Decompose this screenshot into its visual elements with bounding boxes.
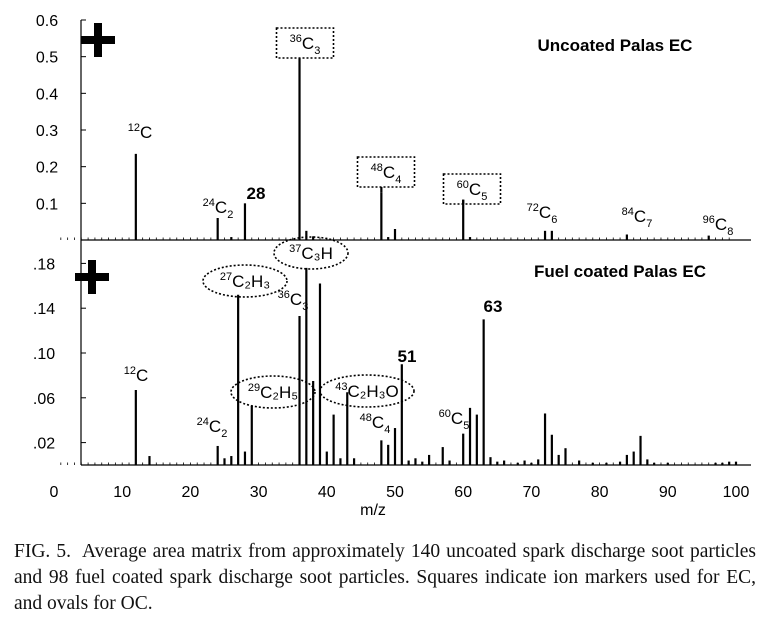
panel-label: Uncoated Palas EC xyxy=(538,36,693,55)
x-tick-label: 10 xyxy=(113,484,131,501)
x-tick-label: 70 xyxy=(523,484,541,501)
fuel-coated-panel: .02 .06 .10 .14 .18 Fuel coated Palas EC 12C 24… xyxy=(33,236,751,466)
ion-label: 48C4 xyxy=(360,412,391,436)
ion-label: 43C₂H₃O xyxy=(335,381,399,401)
ion-label: 60C5 xyxy=(457,179,488,203)
peak-label-0-7: 84C7 xyxy=(622,206,653,230)
ion-label: 48C4 xyxy=(371,162,402,186)
peak-label-1-8: 51 xyxy=(398,347,417,366)
x-tick-label: 0 xyxy=(50,484,59,501)
peak-label-1-9: 60C5 xyxy=(439,408,470,432)
peak-mass-label: 28 xyxy=(247,184,266,203)
y-tick-label: 0.4 xyxy=(36,86,58,103)
ion-label: 27C₂H₃ xyxy=(220,271,270,291)
peak-label-0-6: 72C6 xyxy=(527,202,558,226)
y-tick-label: 0.1 xyxy=(36,196,58,213)
y-tick-label: .02 xyxy=(33,436,55,453)
ion-label: 84C7 xyxy=(622,206,653,230)
y-tick-label: 0.2 xyxy=(36,160,58,177)
ion-label: 37C₃H xyxy=(289,243,333,263)
panel-label: Fuel coated Palas EC xyxy=(534,262,706,281)
x-tick-label: 100 xyxy=(723,484,750,501)
ion-label: 12C xyxy=(124,365,149,385)
peak-label-0-3: 36C3 xyxy=(275,27,335,59)
peak-label-1-0: 12C xyxy=(124,365,149,385)
ion-label: 96C8 xyxy=(703,214,734,238)
y-tick-label: .14 xyxy=(33,301,55,318)
peak-mass-label: 51 xyxy=(398,347,417,366)
ion-label: 24C2 xyxy=(203,197,234,221)
y-tick-label: .06 xyxy=(33,391,55,408)
oc-marker-oval xyxy=(273,236,349,270)
ec-marker-square xyxy=(356,156,416,188)
y-tick-label: 0.6 xyxy=(36,13,58,30)
mass-spectra-figure: 0.1 0.2 0.3 0.4 0.5 0.6 Uncoated Palas EC 12C 24… xyxy=(33,13,751,519)
peak-label-1-4: 36C3 xyxy=(278,289,309,313)
figure-caption: FIG. 5. Average area matrix from approxi… xyxy=(14,539,756,617)
ec-marker-square xyxy=(275,27,335,59)
peak-label-1-6: 43C₂H₃O xyxy=(319,374,415,408)
peak-label-0-1: 24C2 xyxy=(203,197,234,221)
x-tick-label: 60 xyxy=(454,484,472,501)
x-tick-label: 30 xyxy=(250,484,268,501)
oc-marker-oval xyxy=(319,374,415,408)
peak-mass-label: 63 xyxy=(484,297,503,316)
peak-label-1-10: 63 xyxy=(484,297,503,316)
y-tick-label: .10 xyxy=(33,346,55,363)
caption-label: FIG. 5. xyxy=(14,541,71,562)
ion-label: 36C3 xyxy=(278,289,309,313)
y-tick-label: .18 xyxy=(33,256,55,273)
oc-marker-oval xyxy=(230,375,316,409)
positive-polarity-icon xyxy=(81,23,115,57)
peak-label-0-2: 28 xyxy=(247,184,266,203)
positive-polarity-icon xyxy=(75,260,109,294)
ion-label: 36C3 xyxy=(290,33,321,57)
ion-label: 72C6 xyxy=(527,202,558,226)
peak-label-0-8: 96C8 xyxy=(703,214,734,238)
ion-label: 24C2 xyxy=(197,416,228,440)
peak-label-1-5: 37C₃H xyxy=(273,236,349,270)
caption-text: Average area matrix from approximately 1… xyxy=(14,541,756,614)
x-tick-label: 20 xyxy=(182,484,200,501)
x-tick-label: 40 xyxy=(318,484,336,501)
ion-label: 12C xyxy=(128,122,153,142)
x-tick-label: 80 xyxy=(591,484,609,501)
y-tick-label: 0.5 xyxy=(36,50,58,67)
peak-label-1-1: 24C2 xyxy=(197,416,228,440)
x-tick-label: 90 xyxy=(659,484,677,501)
ion-label: 29C₂H₅ xyxy=(248,382,298,402)
peak-label-1-3: 29C₂H₅ xyxy=(230,375,316,409)
peak-label-1-7: 48C4 xyxy=(360,412,391,436)
peak-label-0-0: 12C xyxy=(128,122,153,142)
uncoated-panel: 0.1 0.2 0.3 0.4 0.5 0.6 Uncoated Palas EC 12C 24… xyxy=(36,13,751,241)
x-axis: 0 10 20 30 40 50 60 70 80 90 100 m/z xyxy=(50,484,750,519)
x-axis-label: m/z xyxy=(360,502,386,519)
peak-label-1-2: 27C₂H₃ xyxy=(202,264,288,298)
ec-marker-square xyxy=(442,173,502,205)
peak-label-0-4: 48C4 xyxy=(356,156,416,188)
ion-label: 60C5 xyxy=(439,408,470,432)
peak-label-0-5: 60C5 xyxy=(442,173,502,205)
oc-marker-oval xyxy=(202,264,288,298)
x-tick-label: 50 xyxy=(386,484,404,501)
y-tick-label: 0.3 xyxy=(36,123,58,140)
